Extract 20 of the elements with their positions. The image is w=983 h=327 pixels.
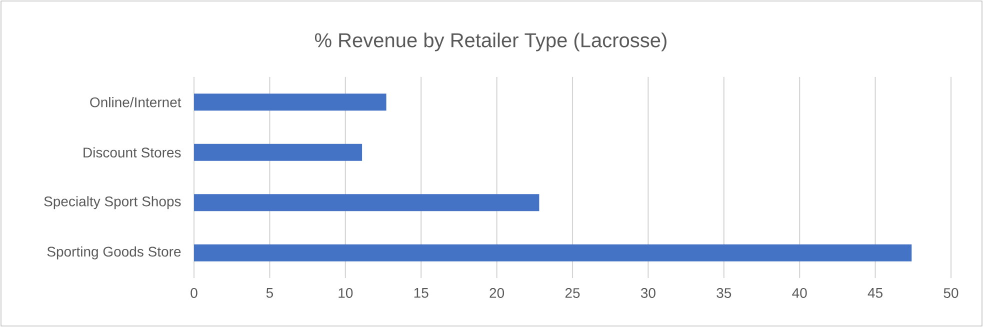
bar: [194, 144, 362, 161]
bar: [194, 94, 386, 111]
x-tick-label: 50: [944, 288, 958, 298]
x-tick-label: 40: [792, 288, 807, 298]
x-tick-label: 15: [414, 288, 428, 298]
y-tick-label: Sporting Goods Store: [47, 246, 181, 260]
x-tick-label: 25: [565, 288, 580, 298]
y-tick-label: Discount Stores: [84, 147, 181, 158]
x-tick-label: 20: [490, 288, 504, 298]
bar: [194, 194, 540, 212]
x-tick-label: 10: [338, 288, 353, 298]
bar: [194, 244, 912, 262]
x-tick-label: 30: [640, 288, 656, 298]
x-tick-label: 45: [868, 288, 882, 298]
y-tick-label: Specialty Sport Shops: [44, 196, 181, 210]
x-tick-label: 35: [716, 288, 732, 298]
y-tick-label: Online/Internet: [90, 96, 182, 108]
x-tick-label: 5: [266, 288, 274, 298]
x-tick-label: 0: [190, 288, 198, 298]
chart-title: % Revenue by Retailer Type (Lacrosse): [314, 32, 666, 52]
